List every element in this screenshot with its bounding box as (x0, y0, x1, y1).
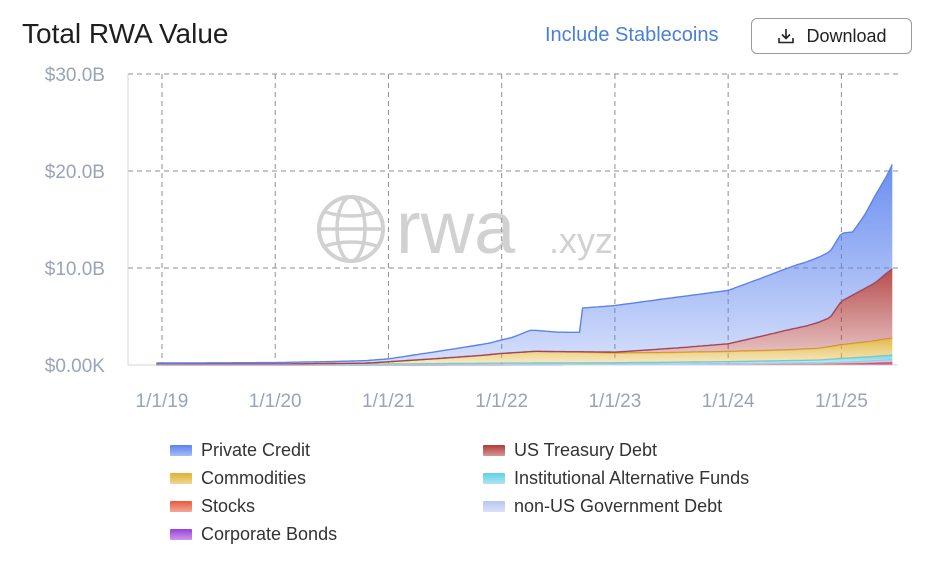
globe-icon (317, 195, 385, 263)
chart-axes: $0.00K $10.0B $20.0B $30.0B 1/1/19 1/1/20 1/1/… (45, 65, 898, 412)
x-tick-label: 1/1/22 (475, 391, 528, 412)
page-title: Total RWA Value (22, 18, 229, 49)
y-tick-label: $20.0B (45, 162, 105, 183)
legend-item[interactable]: US Treasury Debt (483, 440, 657, 461)
x-tick-label: 1/1/20 (249, 391, 302, 412)
legend-label: Commodities (201, 468, 307, 488)
include-stablecoins-toggle[interactable]: Include Stablecoins (545, 24, 719, 46)
legend-swatch (483, 445, 505, 456)
legend-swatch (170, 473, 192, 484)
legend-swatch (483, 501, 505, 512)
area-commodities (156, 338, 893, 365)
area-private-credit (156, 164, 893, 364)
legend-item[interactable]: Commodities (170, 468, 306, 489)
chart-areas (156, 164, 893, 366)
legend-item[interactable]: Stocks (170, 496, 255, 517)
legend-swatch (170, 501, 192, 512)
legend-swatch (483, 473, 505, 484)
y-tick-label: $30.0B (45, 65, 105, 86)
y-tick-label: $0.00K (45, 356, 106, 377)
legend-label: non-US Government Debt (514, 496, 723, 516)
watermark-text-suffix: .xyz (549, 220, 613, 261)
x-tick-label: 1/1/24 (702, 391, 755, 412)
legend-swatch (170, 529, 192, 540)
legend-item[interactable]: Corporate Bonds (170, 524, 337, 545)
download-button[interactable]: Download (751, 18, 912, 54)
download-icon (778, 29, 795, 44)
rwa-area-chart: rwa .xyz $0.00K $10.0B $20.0B $30.0B 1/1/19 1… (45, 65, 898, 412)
x-tick-label: 1/1/19 (136, 391, 189, 412)
chart-grid (128, 73, 898, 365)
watermark: rwa .xyz (317, 186, 613, 269)
x-tick-label: 1/1/23 (588, 391, 641, 412)
legend-label: Private Credit (201, 440, 311, 460)
legend-item[interactable]: Institutional Alternative Funds (483, 468, 749, 489)
watermark-text-main: rwa (396, 186, 516, 269)
download-button-label: Download (806, 25, 887, 46)
line-private-credit (156, 164, 893, 364)
legend-label: US Treasury Debt (514, 440, 658, 460)
x-tick-label: 1/1/25 (815, 391, 868, 412)
x-tick-label: 1/1/21 (362, 391, 415, 412)
legend-item[interactable]: non-US Government Debt (483, 496, 722, 517)
y-tick-label: $10.0B (45, 259, 105, 280)
legend-label: Stocks (201, 496, 256, 516)
legend-item[interactable]: Private Credit (170, 440, 310, 461)
legend-label: Corporate Bonds (201, 524, 338, 544)
legend-label: Institutional Alternative Funds (514, 468, 750, 488)
legend-swatch (170, 445, 192, 456)
